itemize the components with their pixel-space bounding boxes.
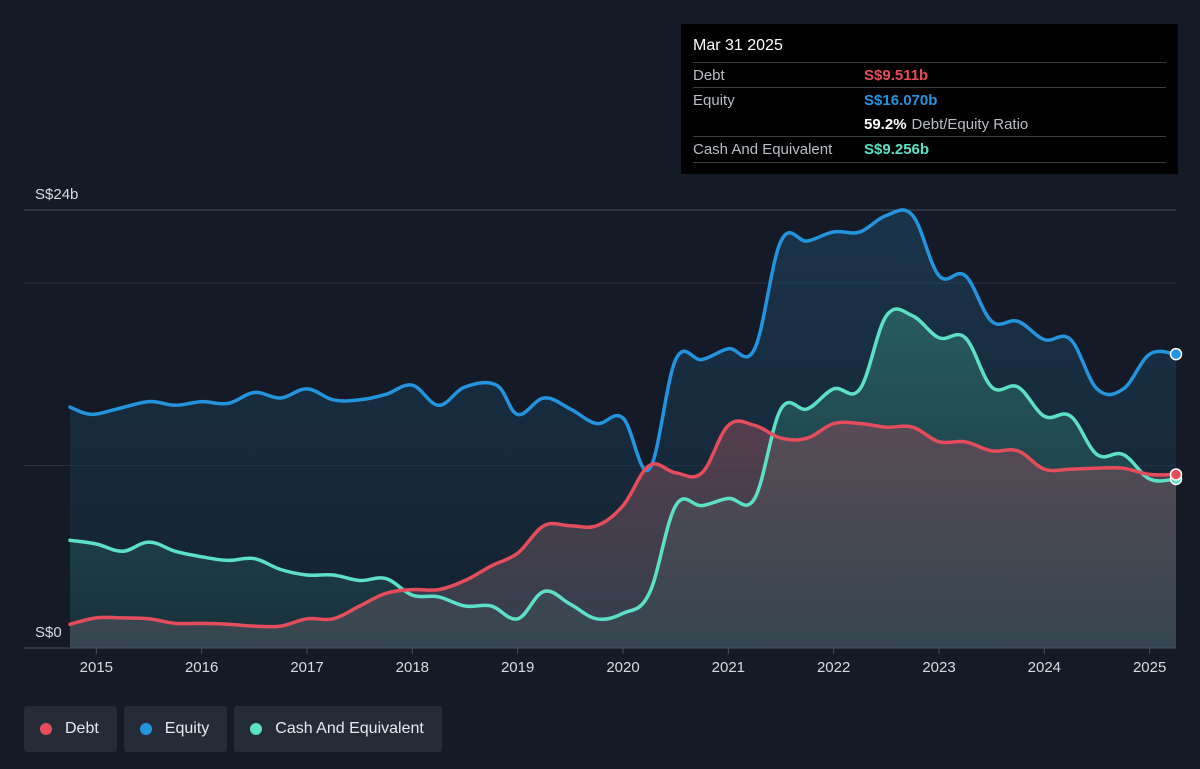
- x-tick-label: 2022: [817, 659, 850, 676]
- tooltip-debt-label: Debt: [693, 66, 725, 84]
- debt-area: [70, 421, 1176, 648]
- tooltip-ratio-row: 59.2% Debt/Equity Ratio: [693, 112, 1166, 136]
- tooltip-divider: [693, 162, 1166, 163]
- x-tick-label: 2019: [501, 659, 534, 676]
- legend-item-debt[interactable]: Debt: [24, 706, 117, 752]
- y-tick-label: S$24b: [35, 186, 78, 203]
- legend-item-cash[interactable]: Cash And Equivalent: [234, 706, 442, 752]
- chart-legend: Debt Equity Cash And Equivalent: [24, 706, 442, 752]
- y-tick-label: S$0: [35, 624, 62, 641]
- x-tick-label: 2018: [396, 659, 429, 676]
- tooltip-equity-label: Equity: [693, 91, 735, 109]
- tooltip-panel: Mar 31 2025 Debt S$9.511b Equity S$16.07…: [681, 24, 1178, 174]
- x-tick-label: 2017: [290, 659, 323, 676]
- tooltip-ratio-label: Debt/Equity Ratio: [911, 115, 1029, 133]
- legend-item-equity[interactable]: Equity: [123, 706, 228, 752]
- equity-end-point: [1169, 347, 1183, 361]
- legend-debt-label: Debt: [65, 720, 99, 737]
- debt-equity-chart: 2015 2016 2017 2018 2019 2020 2021 2022 2023 2024…: [24, 186, 1183, 676]
- tooltip-cash-row: Cash And Equivalent S$9.256b: [693, 136, 1166, 161]
- x-tick-label: 2021: [712, 659, 745, 676]
- legend-equity-label: Equity: [164, 720, 210, 737]
- cash-dot-icon: [250, 723, 263, 735]
- tooltip-cash-label: Cash And Equivalent: [693, 140, 833, 158]
- debt-line: [68, 419, 1178, 629]
- tooltip-date: Mar 31 2025: [693, 37, 783, 54]
- x-tick-label: 2015: [80, 659, 113, 676]
- tooltip-debt-row: Debt S$9.511b: [693, 62, 1166, 87]
- x-tick-label: 2025: [1133, 659, 1166, 676]
- debt-dot-icon: [40, 723, 52, 735]
- debt-end-point: [1169, 468, 1183, 481]
- equity-line: [68, 208, 1178, 473]
- tooltip-equity-row: Equity S$16.070b: [693, 87, 1166, 112]
- x-tick-label: 2024: [1028, 659, 1061, 676]
- tooltip-cash-value: S$9.256b: [864, 140, 930, 158]
- equity-dot-icon: [139, 723, 152, 735]
- tooltip-ratio-value: 59.2%: [864, 115, 907, 133]
- x-tick-label: 2020: [606, 659, 639, 676]
- x-tick-label: 2016: [185, 659, 218, 676]
- cash-and-equivalent-line: [68, 307, 1178, 622]
- tooltip-debt-value: S$9.511b: [864, 66, 929, 84]
- legend-cash-label: Cash And Equivalent: [275, 720, 424, 737]
- x-tick-label: 2023: [922, 659, 955, 676]
- tooltip-equity-value: S$16.070b: [864, 91, 938, 109]
